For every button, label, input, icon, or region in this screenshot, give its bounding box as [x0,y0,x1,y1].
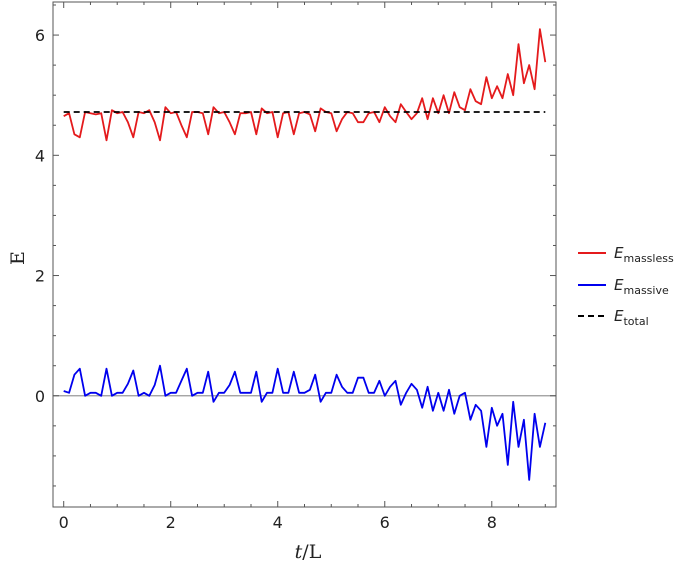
x-tick-label: 6 [380,513,390,532]
plot-frame [52,1,557,508]
legend-label-main: E [614,307,624,325]
y-axis-title: E [7,251,29,265]
x-tick-label: 2 [166,513,176,532]
x-tick-label: 8 [487,513,497,532]
legend-label-sub: massive [623,284,668,297]
y-tick-label: 2 [35,267,45,286]
plot-area [53,28,556,481]
x-axis-title-rest: /L [302,541,321,563]
axes: 0 2 4 6 8 0 2 4 6 [35,1,557,532]
y-tick-label: 6 [35,26,45,45]
legend-label-sub: massless [623,252,673,265]
series-line-massless [63,28,547,142]
legend-label-sub: total [623,315,648,328]
x-tick-label: 4 [273,513,283,532]
series-line-massive [63,364,547,481]
y-tick-label: 4 [35,146,45,165]
x-tick-label: 0 [59,513,69,532]
legend-label-massive: Emassive [614,276,669,297]
x-axis-title: t/L [295,541,322,563]
x-axis-title-var: t [295,541,303,563]
legend-label-main: E [614,276,624,294]
legend-label-total: Etotal [614,307,649,328]
y-tick-label: 0 [35,387,45,406]
legend-label-massless: Emassless [614,244,674,265]
legend-label-main: E [614,244,624,262]
